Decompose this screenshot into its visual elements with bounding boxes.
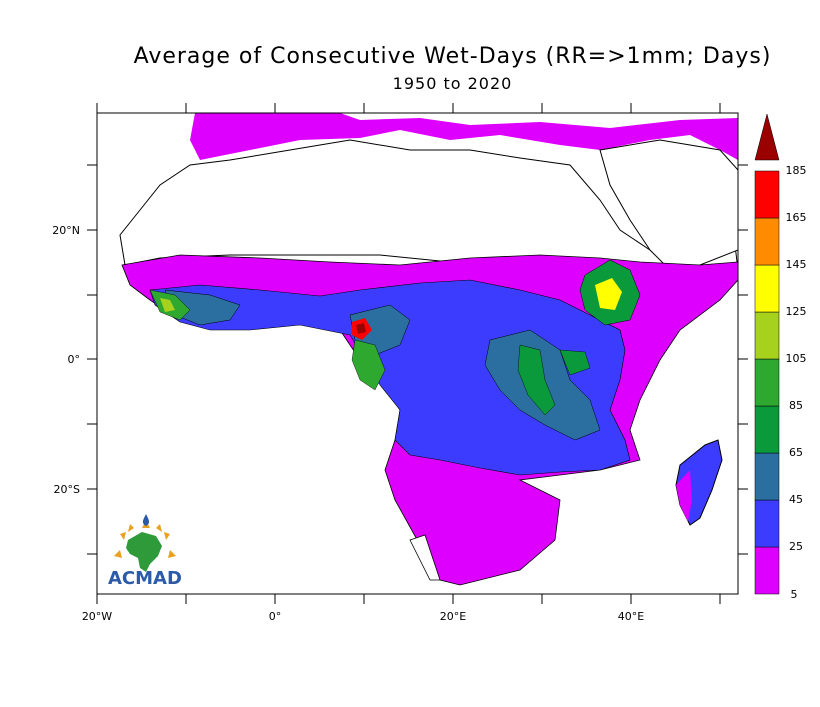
map-subtitle: 1950 to 2020 (392, 74, 513, 93)
legend-label-25: 25 (789, 540, 803, 553)
legend-label-165: 165 (786, 211, 807, 224)
legend-label-45: 45 (789, 493, 803, 506)
legend-bin-105-125 (754, 311, 780, 360)
y-tick-20s: 20°S (54, 483, 80, 496)
legend-overflow-arrow (754, 113, 780, 161)
green-patch-gabon (351, 339, 386, 391)
y-tick-20n: 20°N (52, 224, 80, 237)
legend-bin-25-45 (754, 499, 780, 548)
legend-bin-125-145 (754, 264, 780, 313)
acmad-logo (114, 514, 176, 572)
green-patch-rift (517, 344, 556, 416)
x-tick-20w: 20°W (82, 610, 112, 623)
equatorial-blue-zone (149, 279, 631, 476)
x-tick-40e: 40°E (618, 610, 644, 623)
x-tick-0: 0° (269, 610, 282, 623)
legend-bin-5-25 (754, 546, 780, 595)
map-area (119, 113, 738, 586)
madagascar-magenta-west (676, 470, 692, 522)
legend-label-185: 185 (786, 164, 807, 177)
map-frame (96, 112, 739, 595)
legend-label-65: 65 (789, 446, 803, 459)
legend-label-5: 5 (791, 588, 798, 601)
map-title: Average of Consecutive Wet-Days (RR=>1mm… (133, 44, 772, 69)
logo-africa-shape (126, 532, 162, 572)
darkred-patch-cameroon (356, 323, 366, 334)
legend-label-85: 85 (789, 399, 803, 412)
legend-label-125: 125 (786, 305, 807, 318)
legend-bin-65-85 (754, 405, 780, 454)
x-tick-20e: 20°E (440, 610, 466, 623)
y-axis-ticks (87, 103, 748, 604)
yellow-patch-ethiopia (595, 278, 622, 310)
legend-bin-45-65 (754, 452, 780, 501)
south-africa-white-west (409, 534, 441, 581)
green-patch-victoria (559, 349, 591, 376)
y-tick-0: 0° (68, 353, 81, 366)
yellowgreen-patch-guinea (160, 298, 175, 312)
logo-drop-icon (142, 514, 150, 526)
legend-label-105: 105 (786, 352, 807, 365)
legend-colorbar (754, 113, 780, 595)
legend-label-145: 145 (786, 258, 807, 271)
acmad-logo-text: ACMAD (108, 568, 182, 589)
legend-bin-165-185 (754, 170, 780, 219)
mediterranean-fringe (190, 113, 738, 160)
legend-bin-85-105 (754, 358, 780, 407)
legend-bin-145-165 (754, 217, 780, 266)
